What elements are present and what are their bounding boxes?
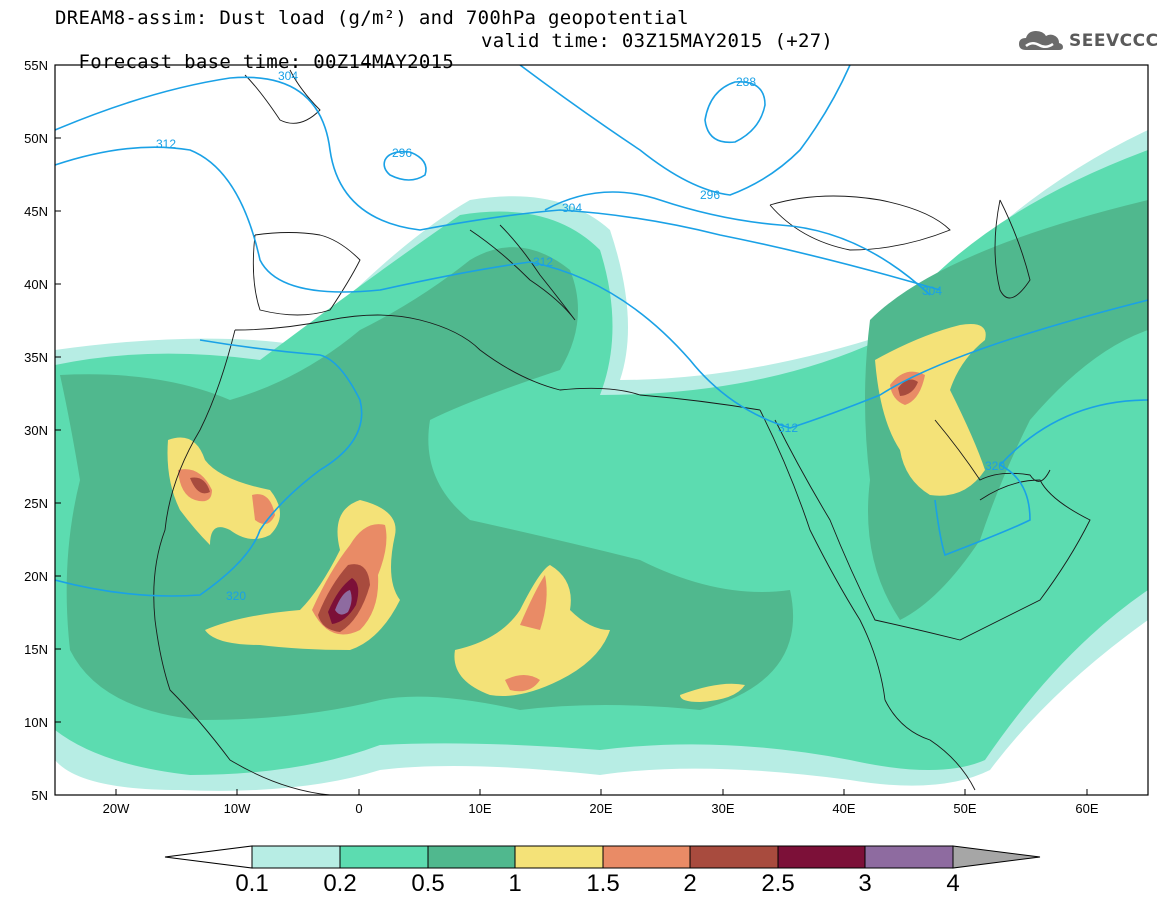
colorbar-label: 4 — [946, 870, 960, 897]
dust-level-3 — [335, 590, 352, 615]
lon-label: 10W — [224, 801, 251, 816]
geopotential-isolines — [55, 65, 1148, 597]
dust-level-2 — [190, 477, 210, 494]
chart-title: DREAM8-assim: Dust load (g/m²) and 700hP… — [55, 7, 689, 29]
cloud-icon — [1019, 31, 1063, 50]
colorbar-label: 2 — [683, 870, 697, 897]
coastline-caspian — [994, 199, 1031, 299]
isoline-labels: 304 288 312 296 296 304 312 304 312 320 … — [156, 69, 1005, 603]
isoline-label: 288 — [736, 75, 756, 89]
coastline-iberia — [252, 232, 361, 316]
lon-label: 20W — [103, 801, 130, 816]
coastline-arabia — [774, 419, 1091, 641]
colorbar-swatch-2.5 — [777, 845, 866, 869]
colorbar-swatch-1.5 — [602, 845, 691, 869]
colorbar-swatch-1 — [514, 845, 604, 869]
colorbar-label: 3 — [858, 870, 872, 897]
isoline-320-east — [934, 399, 1148, 557]
lat-label: 10N — [24, 715, 48, 730]
isoline-label: 312 — [156, 137, 176, 151]
coastline-italy — [469, 224, 576, 321]
isoline-label: 304 — [562, 201, 582, 215]
lat-label: 20N — [24, 569, 48, 584]
lat-label: 45N — [24, 204, 48, 219]
colorbar-label: 1.5 — [586, 870, 620, 897]
isoline-320 — [55, 339, 363, 597]
chart-subtitle: Forecast base time: 00Z14MAY2015 valid t… — [55, 31, 832, 94]
colorbar-swatch-3 — [864, 845, 954, 869]
lat-label: 30N — [24, 423, 48, 438]
colorbar-label: 0.2 — [323, 870, 357, 897]
colorbar-swatch-2 — [689, 845, 779, 869]
dust-level-1-sudan — [680, 683, 745, 702]
colorbar-label: 2.5 — [761, 870, 795, 897]
colorbar-label: 0.5 — [411, 870, 445, 897]
coastline-north-africa — [234, 314, 761, 411]
colorbar-label: 0.1 — [235, 870, 269, 897]
colorbar-swatch-0.5 — [427, 845, 516, 869]
colorbar — [164, 845, 1041, 869]
coastline-red-sea — [759, 409, 886, 701]
isoline-label: 304 — [922, 284, 942, 298]
dust-level-1.5-chad — [520, 575, 547, 630]
dust-level-0.5-east — [865, 200, 1148, 620]
latitude-labels: 55N 50N 45N 40N 35N 30N 25N 20N 15N 10N … — [24, 58, 48, 803]
valid-time: valid time: 03Z15MAY2015 (+27) — [481, 30, 834, 52]
isoline-label: 312 — [533, 255, 553, 269]
longitude-labels: 20W 10W 0 10E 20E 30E 40E 50E 60E — [103, 801, 1099, 816]
dust-level-0.5 — [60, 247, 794, 720]
lon-label: 60E — [1075, 801, 1098, 816]
isoline-296-east — [519, 65, 851, 196]
lon-label: 20E — [589, 801, 612, 816]
dust-level-1 — [167, 437, 280, 545]
lon-label: 40E — [832, 801, 855, 816]
seevccc-logo: SEEVCCC — [1018, 26, 1159, 56]
lon-label: 30E — [711, 801, 734, 816]
logo-text: SEEVCCC — [1069, 31, 1159, 51]
isoline-label: 320 — [226, 589, 246, 603]
lon-label: 0 — [355, 801, 362, 816]
isoline-label: 304 — [278, 69, 298, 83]
colorbar-swatch-0.2 — [339, 845, 429, 869]
isoline-304-north — [55, 76, 941, 291]
coastline-black-sea — [769, 195, 951, 251]
coastline-britain — [244, 69, 321, 124]
lat-label: 5N — [31, 788, 48, 803]
coastline-east-africa — [884, 699, 976, 791]
dust-level-1.5-chad-s — [505, 675, 540, 692]
lon-label: 50E — [953, 801, 976, 816]
forecast-base-time: Forecast base time: 00Z14MAY2015 — [78, 51, 455, 73]
coastline-west-africa — [153, 329, 331, 795]
colorbar-label: 1 — [508, 870, 522, 897]
lat-label: 35N — [24, 350, 48, 365]
coastline-gulf — [934, 419, 1051, 482]
colorbar-over-arrow — [952, 845, 1041, 869]
isoline-304-east — [544, 191, 931, 296]
lat-label: 55N — [24, 58, 48, 73]
isoline-label: 312 — [778, 421, 798, 435]
lon-label: 10E — [468, 801, 491, 816]
colorbar-under-arrow — [164, 845, 253, 869]
isoline-296-west — [383, 150, 427, 181]
lat-label: 15N — [24, 642, 48, 657]
coastlines — [153, 69, 1091, 795]
axis-ticks — [55, 64, 1088, 795]
lat-label: 40N — [24, 277, 48, 292]
dust-level-1-chad — [454, 565, 610, 696]
isoline-label: 296 — [700, 188, 720, 202]
dust-level-1-iraq — [875, 324, 986, 496]
colorbar-swatch-0.1 — [251, 845, 341, 869]
isoline-312 — [55, 146, 1148, 429]
dust-level-2-iraq — [898, 379, 918, 396]
isoline-288 — [704, 81, 766, 144]
isoline-label: 296 — [392, 146, 412, 160]
lat-label: 50N — [24, 131, 48, 146]
lat-label: 25N — [24, 496, 48, 511]
isoline-label: 320 — [985, 459, 1005, 473]
